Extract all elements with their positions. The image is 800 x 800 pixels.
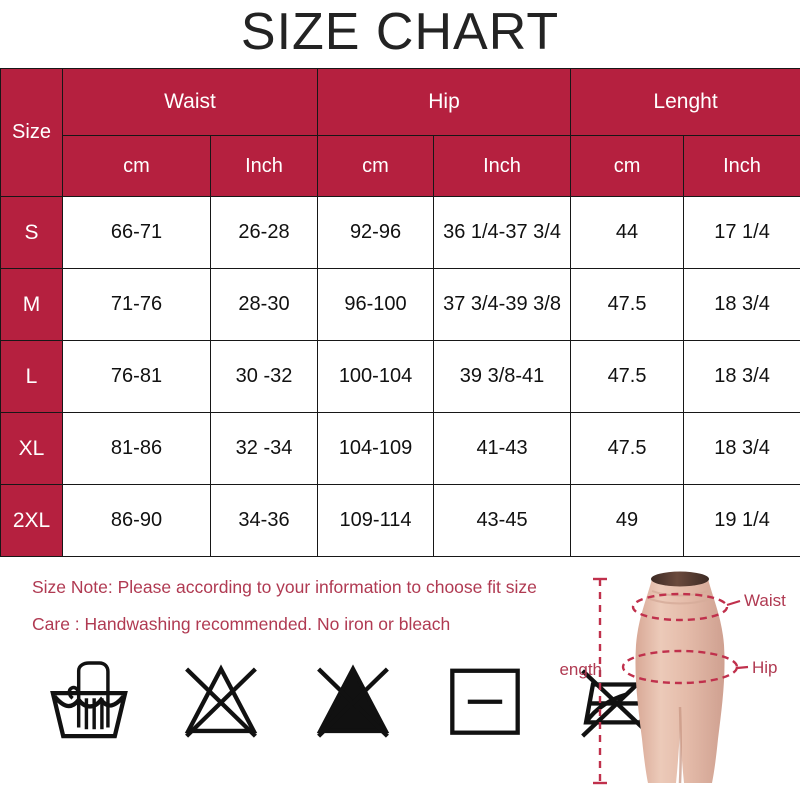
size-chart-table: Size Waist Hip Lenght cm Inch cm Inch cm…	[0, 67, 800, 557]
cell-waist-cm: 86-90	[62, 484, 211, 557]
column-group-hip: Hip	[317, 67, 572, 137]
cell-length-inch: 18 3/4	[683, 340, 800, 413]
hand-wash-icon	[50, 661, 128, 739]
cell-length-cm: 47.5	[570, 268, 685, 341]
dry-flat-icon	[450, 668, 520, 735]
header-unit-row: cm Inch cm Inch cm Inch	[1, 135, 800, 197]
table-head: Size Waist Hip Lenght cm Inch cm Inch cm…	[0, 67, 800, 197]
hip-label: Hip	[752, 658, 778, 677]
cell-waist-cm: 81-86	[62, 412, 211, 485]
cell-hip-cm: 96-100	[317, 268, 435, 341]
cell-waist-cm: 76-81	[62, 340, 211, 413]
cell-hip-cm: 92-96	[317, 196, 435, 269]
cell-size: 2XL	[0, 484, 63, 557]
waist-label: Waist	[744, 591, 786, 610]
care-symbols-row	[46, 657, 660, 743]
size-note-text: Size Note: Please according to your info…	[32, 577, 537, 597]
cell-waist-inch: 30 -32	[209, 340, 319, 413]
table-row: XL 81-86 32 -34 104-109 41-43 47.5 18 3/…	[0, 412, 800, 485]
cell-hip-inch: 43-45	[433, 484, 572, 557]
column-header-size: Size	[0, 68, 63, 197]
cell-waist-inch: 32 -34	[209, 412, 319, 485]
length-label: Length	[560, 660, 602, 679]
inner-leg-shading	[678, 706, 682, 784]
cell-length-cm: 47.5	[570, 412, 685, 485]
product-measurement-figure: Waist Hip Length	[560, 557, 800, 797]
cell-waist-inch: 34-36	[209, 484, 319, 557]
cell-length-inch: 18 3/4	[683, 412, 800, 485]
cell-size: XL	[0, 412, 63, 485]
unit-header-length-inch: Inch	[683, 135, 800, 197]
table-body: S 66-71 26-28 92-96 36 1/4-37 3/4 44 17 …	[0, 196, 800, 557]
cell-size: L	[0, 340, 63, 413]
column-group-length: Lenght	[570, 67, 800, 137]
cell-hip-cm: 104-109	[317, 412, 435, 485]
garment-body	[635, 579, 725, 783]
notes-block: Size Note: Please according to your info…	[32, 577, 592, 652]
cell-hip-cm: 109-114	[317, 484, 435, 557]
cell-length-cm: 44	[570, 196, 685, 269]
waist-measure-line	[631, 592, 729, 622]
cell-hip-inch: 39 3/8-41	[433, 340, 572, 413]
cell-length-cm: 47.5	[570, 340, 685, 413]
cell-hip-cm: 100-104	[317, 340, 435, 413]
cell-length-cm: 49	[570, 484, 685, 557]
cell-hip-inch: 36 1/4-37 3/4	[433, 196, 572, 269]
cell-waist-inch: 28-30	[209, 268, 319, 341]
cell-length-inch: 17 1/4	[683, 196, 800, 269]
unit-header-hip-inch: Inch	[433, 135, 572, 197]
table-row: S 66-71 26-28 92-96 36 1/4-37 3/4 44 17 …	[0, 196, 800, 269]
cell-size: S	[0, 196, 63, 269]
unit-header-waist-cm: cm	[62, 135, 211, 197]
care-note-text: Care : Handwashing recommended. No iron …	[32, 613, 451, 634]
cell-hip-inch: 37 3/4-39 3/8	[433, 268, 572, 341]
cell-length-inch: 19 1/4	[683, 484, 800, 557]
unit-header-waist-inch: Inch	[209, 135, 319, 197]
bottom-section: Size Note: Please according to your info…	[0, 557, 800, 797]
unit-header-length-cm: cm	[570, 135, 685, 197]
header-group-row: Size Waist Hip Lenght	[0, 67, 800, 197]
column-group-waist: Waist	[61, 67, 319, 137]
cell-hip-inch: 41-43	[433, 412, 572, 485]
cell-size: M	[0, 268, 63, 341]
cell-waist-cm: 66-71	[62, 196, 211, 269]
cell-waist-cm: 71-76	[62, 268, 211, 341]
do-not-bleach-icon	[184, 664, 258, 738]
waistband-top	[651, 571, 709, 587]
shapewear-diagram: Waist Hip Length	[560, 571, 786, 785]
cell-waist-inch: 26-28	[209, 196, 319, 269]
table-row: 2XL 86-90 34-36 109-114 43-45 49 19 1/4	[0, 484, 800, 557]
table-row: M 71-76 28-30 96-100 37 3/4-39 3/8 47.5 …	[0, 268, 800, 341]
page-title: SIZE CHART	[240, 3, 560, 61]
table-row: L 76-81 30 -32 100-104 39 3/8-41 47.5 18…	[0, 340, 800, 413]
no-chlorine-bleach-icon	[316, 664, 390, 738]
unit-header-hip-cm: cm	[317, 135, 435, 197]
cell-length-inch: 18 3/4	[683, 268, 800, 341]
